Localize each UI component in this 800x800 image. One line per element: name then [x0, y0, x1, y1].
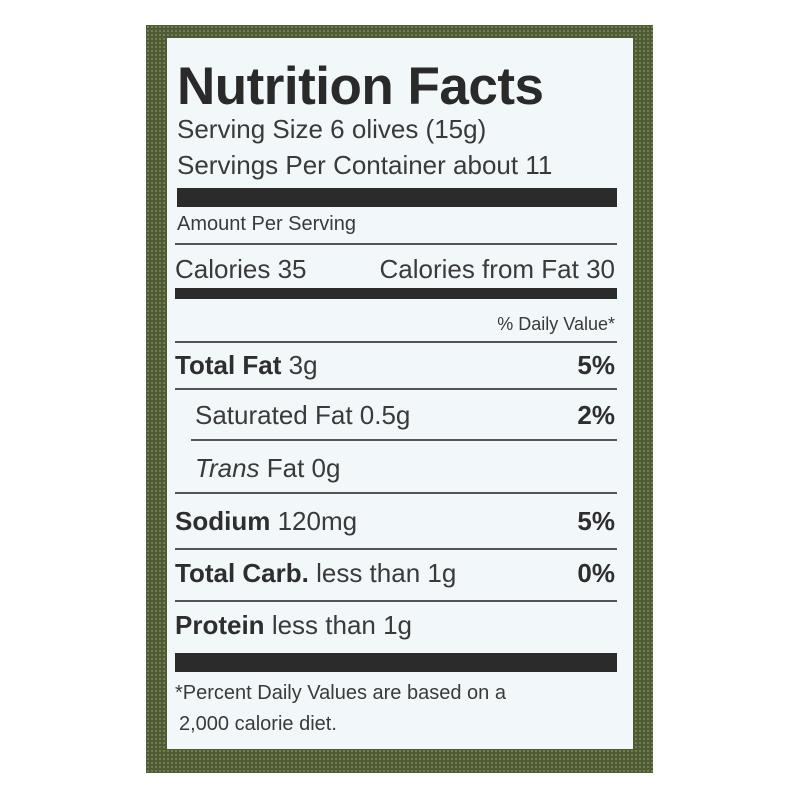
- divider: [191, 439, 617, 441]
- nutrient-total-carb: Total Carb. less than 1g: [175, 558, 457, 588]
- thick-divider: [177, 188, 617, 207]
- servings-per-container: Servings Per Container about 11: [177, 150, 553, 180]
- dv-saturated-fat: 2%: [577, 400, 615, 430]
- divider: [175, 388, 617, 390]
- nutrient-sodium: Sodium 120mg: [175, 506, 358, 536]
- divider: [175, 341, 617, 343]
- dv-sodium: 5%: [577, 506, 615, 536]
- divider: [175, 548, 617, 550]
- medium-divider: [175, 288, 617, 299]
- calories-from-fat: Calories from Fat 30: [379, 254, 615, 284]
- nutrient-saturated-fat: Saturated Fat 0.5g: [195, 400, 411, 430]
- dv-total-carb: 0%: [577, 558, 615, 588]
- nutrient-total-fat: Total Fat 3g: [175, 350, 318, 380]
- nutrient-protein: Protein less than 1g: [175, 610, 413, 640]
- label-title: Nutrition Facts: [177, 57, 544, 116]
- calories: Calories 35: [175, 254, 307, 284]
- serving-size: Serving Size 6 olives (15g): [177, 114, 487, 144]
- thick-divider: [175, 653, 617, 672]
- divider: [175, 243, 617, 245]
- amount-per-serving: Amount Per Serving: [177, 213, 356, 235]
- divider: [175, 492, 617, 494]
- nutrition-facts-label: Nutrition Facts Serving Size 6 olives (1…: [167, 38, 633, 749]
- divider: [175, 600, 617, 602]
- daily-value-header: % Daily Value*: [497, 314, 615, 334]
- nutrient-trans-fat: Trans Fat 0g: [195, 453, 341, 483]
- footnote-line-1: *Percent Daily Values are based on a: [175, 682, 506, 704]
- dv-total-fat: 5%: [577, 350, 615, 380]
- footnote-line-2: 2,000 calorie diet.: [179, 713, 337, 735]
